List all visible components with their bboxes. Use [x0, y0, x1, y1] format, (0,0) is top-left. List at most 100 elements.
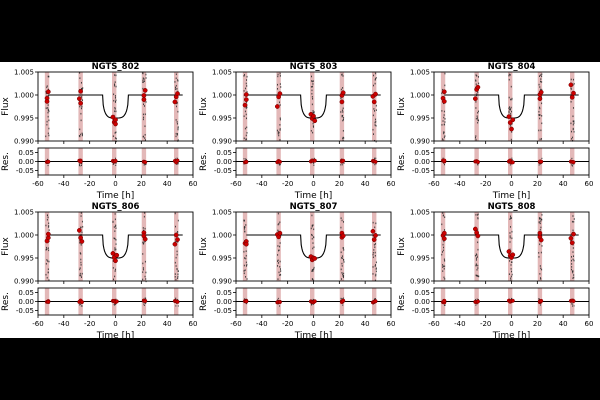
raw-flux-point [311, 85, 313, 88]
raw-flux-point [280, 273, 282, 276]
raw-flux-point [277, 132, 279, 135]
binned-flux-point [172, 99, 178, 105]
binned-flux-point [568, 82, 574, 88]
raw-flux-point [279, 129, 281, 131]
raw-flux-point [477, 213, 479, 216]
raw-flux-point [144, 139, 146, 141]
raw-flux-point [245, 138, 247, 141]
raw-flux-point [341, 265, 343, 267]
raw-flux-point [313, 236, 315, 238]
x-tick-label: 0 [311, 180, 315, 188]
raw-flux-point [80, 274, 82, 277]
raw-flux-point [443, 123, 445, 126]
raw-flux-point [573, 259, 575, 262]
raw-flux-point [80, 133, 82, 136]
raw-flux-point [142, 267, 144, 269]
raw-flux-point [279, 128, 281, 130]
x-tick-label: 40 [163, 320, 172, 328]
raw-flux-point [112, 221, 114, 223]
raw-flux-point [509, 260, 511, 262]
raw-flux-point [279, 221, 281, 224]
raw-residual-point [177, 305, 179, 307]
raw-flux-point [478, 76, 480, 78]
raw-residual-point [80, 305, 82, 307]
raw-flux-point [508, 96, 510, 99]
raw-flux-point [541, 268, 543, 271]
raw-flux-point [313, 268, 315, 270]
raw-flux-point [475, 214, 477, 216]
raw-flux-point [81, 276, 82, 278]
raw-flux-point [142, 268, 144, 271]
raw-flux-point [343, 276, 345, 279]
raw-residual-point [374, 164, 376, 166]
raw-flux-point [343, 137, 345, 139]
raw-flux-point [246, 126, 248, 129]
raw-residual-point [277, 299, 279, 301]
raw-flux-point [443, 136, 445, 139]
binned-flux-point [172, 241, 178, 247]
raw-flux-point [475, 263, 477, 265]
raw-flux-point [539, 218, 541, 220]
raw-flux-point [510, 85, 512, 88]
raw-flux-point [509, 236, 511, 239]
binned-flux-point [509, 126, 514, 132]
raw-flux-point [48, 134, 50, 137]
raw-flux-point [509, 74, 511, 76]
raw-flux-point [573, 276, 575, 279]
raw-flux-point [81, 105, 83, 108]
binned-residual-point [114, 299, 119, 304]
binned-residual-point [539, 159, 544, 164]
raw-residual-point [538, 164, 540, 166]
raw-flux-point [79, 242, 81, 244]
flux-y-tick-label: 1.005 [14, 69, 34, 77]
x-tick-label: -40 [256, 180, 267, 188]
raw-flux-point [47, 111, 49, 114]
raw-flux-point [142, 81, 144, 83]
raw-residual-point [373, 158, 375, 160]
raw-flux-point [177, 273, 179, 276]
raw-flux-point [475, 264, 477, 267]
raw-flux-point [246, 278, 248, 280]
raw-flux-point [541, 245, 543, 247]
x-tick-label: 20 [137, 180, 146, 188]
raw-flux-point [443, 110, 445, 113]
raw-flux-point [79, 268, 81, 271]
raw-flux-point [476, 274, 478, 277]
raw-flux-point [572, 270, 574, 272]
x-tick-label: -40 [454, 320, 465, 328]
raw-flux-point [80, 226, 82, 229]
raw-flux-point [175, 240, 177, 243]
raw-flux-point [539, 265, 541, 267]
raw-flux-point [79, 267, 81, 269]
raw-flux-point [509, 106, 510, 108]
raw-flux-point [541, 115, 543, 117]
residual-y-tick-label: -0.05 [214, 307, 232, 315]
raw-flux-point [276, 129, 278, 132]
raw-flux-point [509, 226, 511, 228]
binned-residual-point [475, 159, 480, 164]
raw-flux-point [509, 235, 511, 237]
raw-flux-point [570, 78, 572, 81]
raw-residual-point [572, 303, 574, 305]
raw-flux-point [340, 217, 342, 219]
raw-flux-point [442, 266, 444, 268]
raw-flux-point [340, 88, 342, 91]
raw-flux-point [177, 126, 179, 128]
raw-residual-point [539, 163, 541, 165]
raw-flux-point [115, 227, 117, 229]
raw-flux-point [244, 74, 245, 76]
raw-flux-point [373, 249, 375, 251]
raw-residual-point [509, 164, 511, 166]
raw-flux-point [313, 126, 314, 128]
raw-flux-point [246, 75, 248, 78]
raw-flux-point [511, 217, 513, 219]
raw-flux-point [539, 117, 541, 120]
raw-flux-point [477, 110, 479, 113]
raw-flux-point [46, 120, 48, 123]
raw-residual-point [340, 164, 342, 166]
raw-residual-point [572, 305, 573, 307]
binned-flux-point [571, 90, 576, 96]
x-tick-label: -60 [428, 320, 439, 328]
raw-flux-point [475, 274, 477, 277]
raw-flux-point [48, 222, 50, 225]
